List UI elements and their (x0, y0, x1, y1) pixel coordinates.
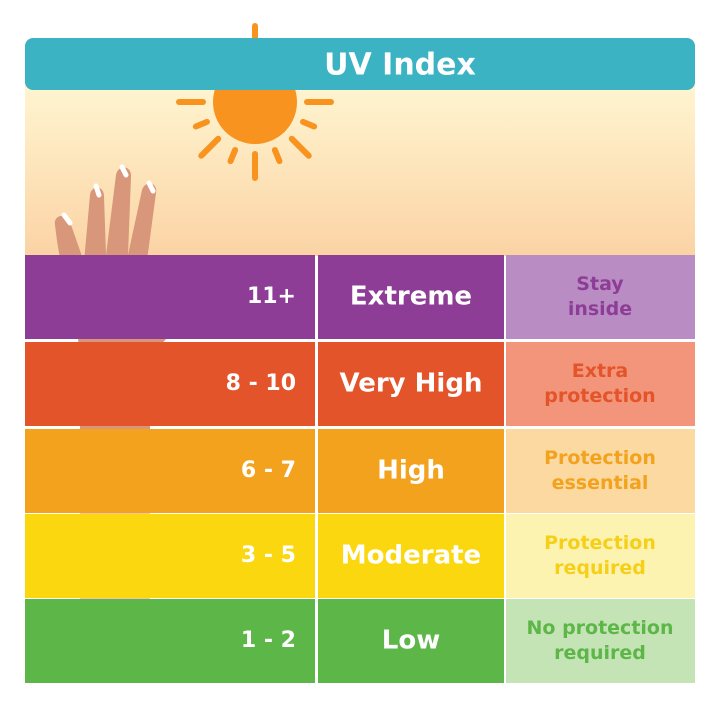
level-cell (318, 255, 504, 339)
level-cell (318, 342, 504, 426)
uv-range: 3 - 5 (241, 543, 296, 568)
uv-level: Very High (340, 369, 483, 399)
advice-cell (506, 599, 695, 683)
uv-level: Extreme (350, 282, 472, 312)
uv-advice: essential (552, 472, 649, 494)
sun-ray (198, 135, 222, 159)
uv-advice: inside (568, 298, 632, 320)
sun-ray (271, 147, 283, 165)
sun-ray (300, 118, 318, 130)
uv-level: Moderate (341, 541, 481, 571)
uv-advice: Extra (572, 360, 629, 382)
rows: 11+ Extreme Stay inside 8 - 10 Very High Extra… (25, 255, 695, 683)
level-cell (318, 514, 504, 598)
uv-range: 1 - 2 (241, 628, 296, 653)
uv-advice: required (554, 642, 646, 664)
sun-ray (288, 135, 312, 159)
range-cell (25, 429, 315, 513)
uv-range: 6 - 7 (241, 458, 296, 483)
range-cell (25, 342, 315, 426)
advice-cell (506, 342, 695, 426)
header-bar (25, 38, 695, 90)
uv-advice: Protection (544, 447, 656, 469)
level-cell (318, 599, 504, 683)
range-cell (25, 255, 315, 339)
advice-cell (506, 255, 695, 339)
sun-ray (227, 147, 239, 165)
uv-range: 8 - 10 (226, 371, 296, 396)
uv-advice: Stay (576, 273, 624, 295)
level-cell (318, 429, 504, 513)
sun-ray (192, 118, 210, 130)
advice-cell (506, 429, 695, 513)
advice-cell (506, 514, 695, 598)
uv-advice: required (554, 557, 646, 579)
range-cell (25, 514, 315, 598)
uv-advice: protection (544, 385, 655, 407)
uv-advice: No protection (527, 617, 674, 639)
uv-level: High (377, 456, 445, 486)
uv-level: Low (382, 626, 440, 656)
uv-range: 11+ (247, 284, 296, 309)
title: UV Index (324, 48, 476, 83)
range-cell (25, 599, 315, 683)
uv-advice: Protection (544, 532, 656, 554)
